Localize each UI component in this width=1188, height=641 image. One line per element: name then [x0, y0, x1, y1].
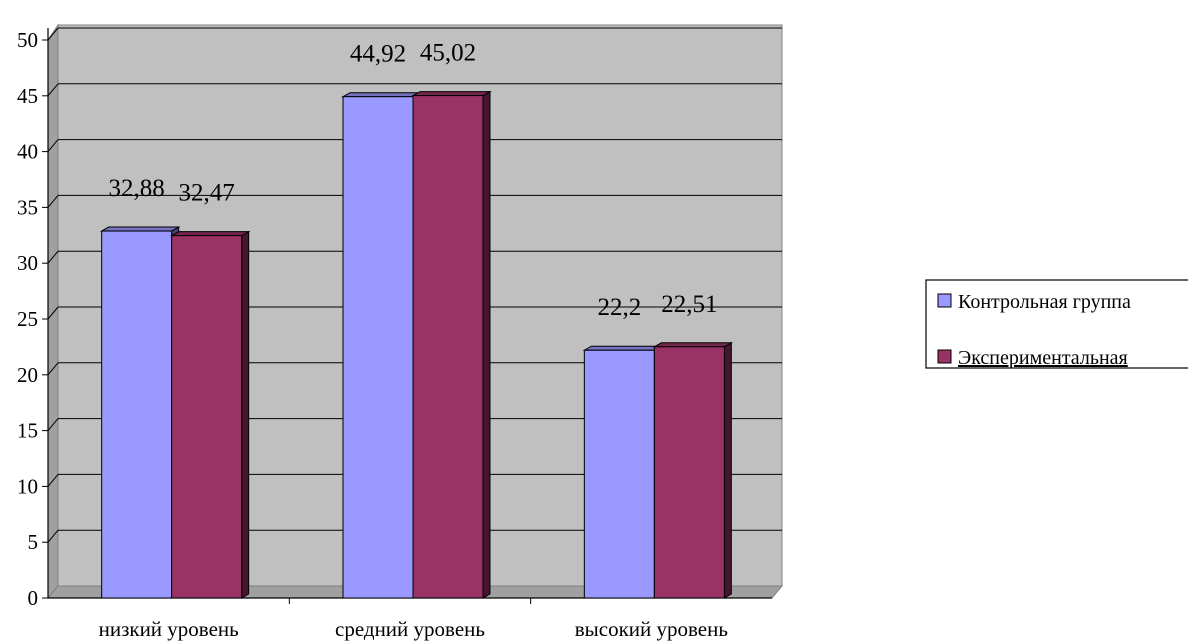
data-label: 22,51: [661, 291, 717, 318]
bar-top: [413, 92, 490, 96]
bar-front: [654, 347, 724, 598]
bar: [102, 227, 179, 598]
y-tick-label: 15: [17, 419, 38, 443]
bar-side: [242, 232, 249, 598]
x-tick-label: высокий уровень: [575, 617, 728, 641]
x-tick-label: средний уровень: [335, 617, 485, 641]
legend-label-control: Контрольная группа: [958, 291, 1131, 313]
y-tick-label: 45: [17, 84, 38, 108]
y-tick-label: 20: [17, 363, 38, 387]
bar: [584, 346, 661, 598]
bar: [654, 343, 731, 598]
legend: Контрольная группа Экспериментальная: [926, 280, 1188, 369]
bar-side: [483, 92, 490, 598]
data-label: 32,47: [179, 180, 235, 207]
bar-top: [584, 346, 661, 350]
x-axis-ticks: низкий уровень средний уровень высокий уро…: [99, 598, 728, 641]
y-axis-ticks: 0 5 10 15 20 25 30 35 40 45 50: [17, 28, 48, 610]
bar-top: [102, 227, 179, 231]
bar-front: [413, 96, 483, 598]
bar-front: [172, 236, 242, 598]
bar-front: [102, 231, 172, 598]
bar-top: [172, 232, 249, 236]
data-label: 22,2: [597, 294, 641, 321]
plot-side-wall: [48, 25, 58, 598]
legend-swatch-experimental: [938, 350, 951, 363]
y-tick-label: 10: [17, 474, 38, 498]
bar-side: [724, 343, 731, 598]
bar-top: [343, 93, 420, 97]
bar-front: [584, 350, 654, 598]
y-tick-label: 30: [17, 251, 38, 275]
bar: [172, 232, 249, 598]
x-tick-label: низкий уровень: [99, 617, 239, 641]
y-tick-label: 35: [17, 195, 38, 219]
bar: [413, 92, 490, 598]
bar: [343, 93, 420, 598]
data-label: 45,02: [420, 40, 476, 67]
y-tick-label: 40: [17, 140, 38, 164]
y-tick-label: 5: [28, 530, 39, 554]
y-tick-label: 25: [17, 307, 38, 331]
bar-top: [654, 343, 731, 347]
data-label: 32,88: [109, 175, 165, 202]
legend-swatch-control: [938, 294, 951, 307]
bar-front: [343, 97, 413, 598]
data-label: 44,92: [350, 41, 406, 68]
y-tick-label: 0: [28, 586, 39, 610]
legend-label-experimental: Экспериментальная: [958, 347, 1128, 369]
y-tick-label: 50: [17, 28, 38, 52]
